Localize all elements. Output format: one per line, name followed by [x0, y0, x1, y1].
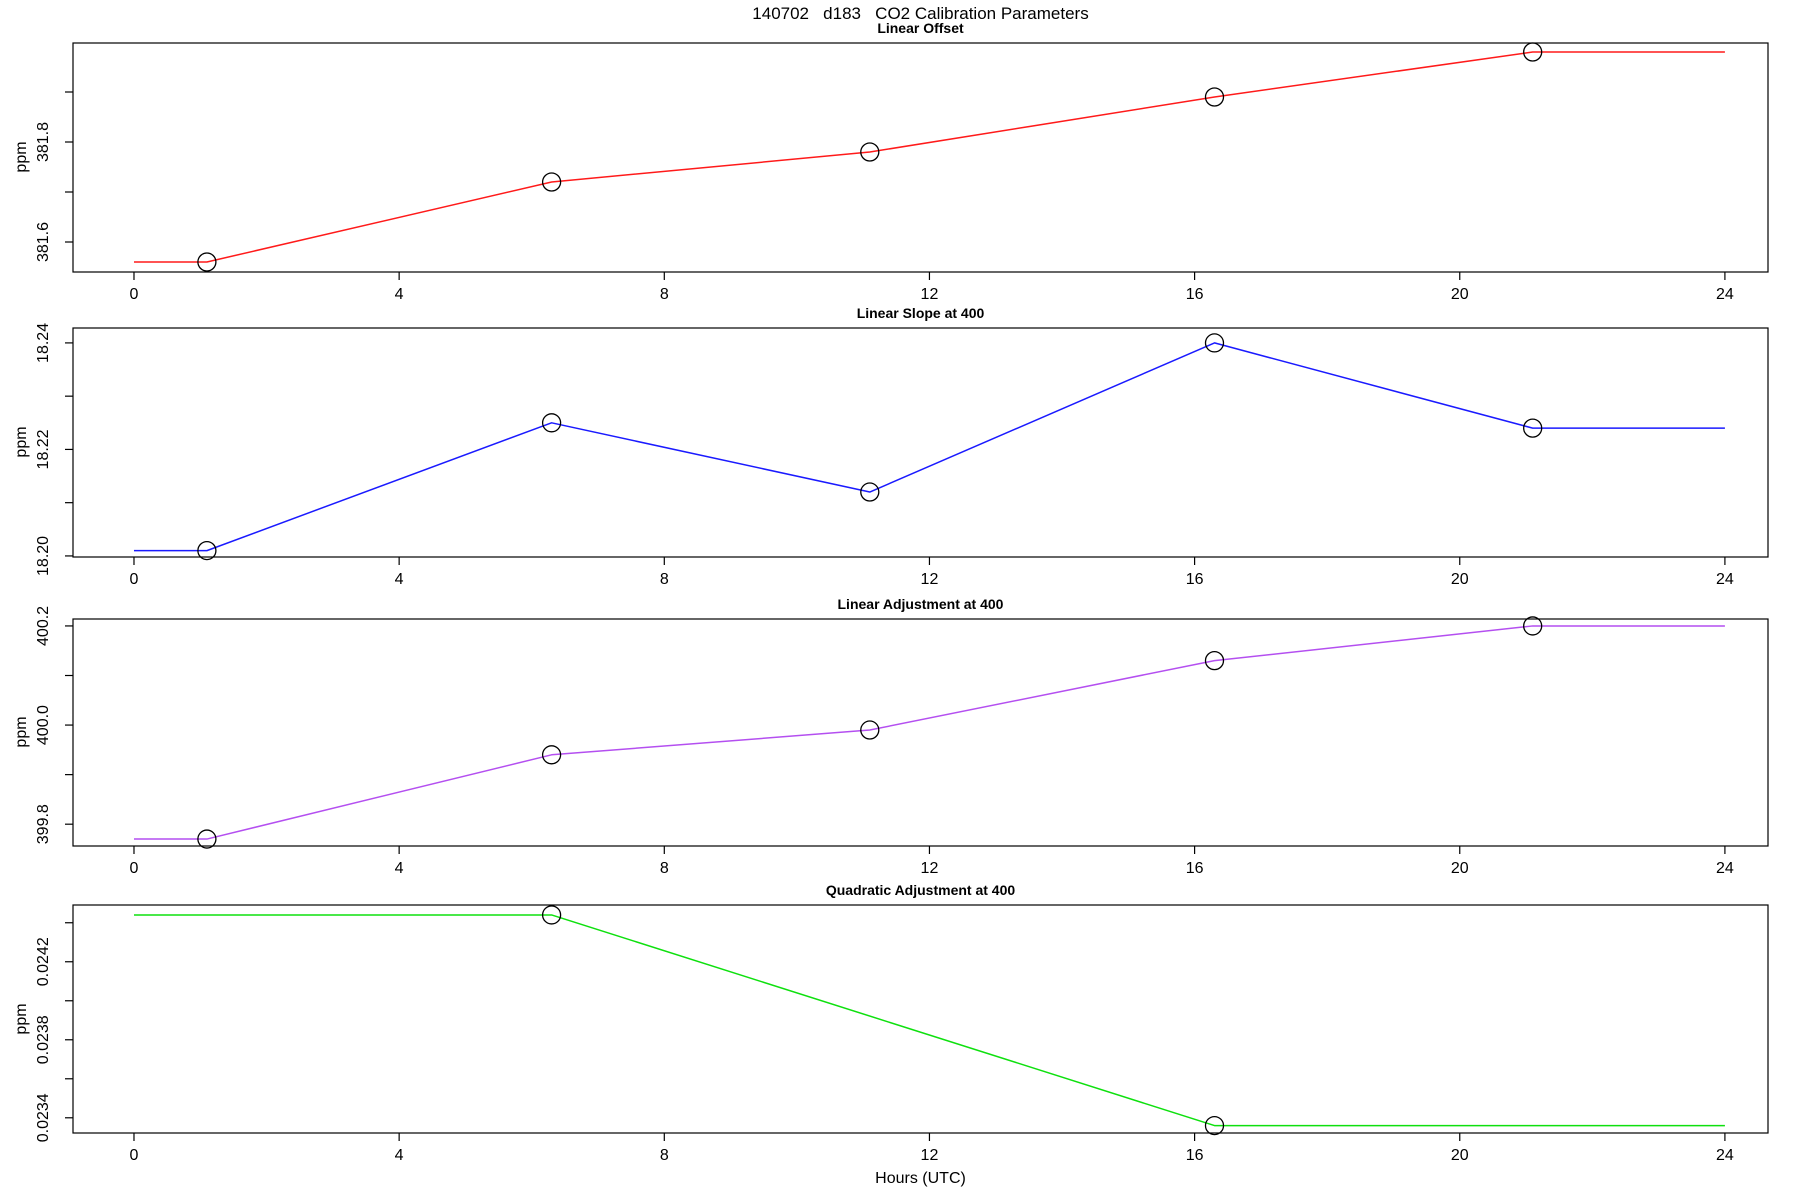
- series-line-panel-4: [133, 914, 1725, 1127]
- x-tick-label: 16: [1186, 1147, 1204, 1164]
- x-tick-label: 20: [1451, 860, 1469, 877]
- y-tick-label: 18.20: [35, 536, 52, 576]
- y-tick-label: 400.0: [35, 705, 52, 745]
- x-tick-label: 0: [130, 286, 139, 303]
- data-point: [1204, 650, 1225, 671]
- y-tick-label: 0.0234: [35, 1093, 52, 1142]
- data-point: [1523, 418, 1543, 438]
- x-tick-label: 8: [660, 860, 669, 877]
- plot-box-panel-1: [72, 42, 1769, 273]
- panel-title-linear-offset: Linear Offset: [877, 20, 964, 36]
- x-tick-label: 20: [1451, 286, 1469, 303]
- x-tick-label: 4: [395, 286, 404, 303]
- data-point: [1204, 1115, 1225, 1136]
- x-tick-label: 20: [1451, 1147, 1469, 1164]
- y-tick-label: 0.0242: [35, 937, 52, 986]
- x-tick-label: 0: [130, 1147, 139, 1164]
- data-point: [197, 540, 217, 561]
- x-tick-label: 12: [921, 860, 939, 877]
- series-line-panel-2: [133, 342, 1725, 552]
- x-tick-label: 16: [1186, 571, 1204, 588]
- plot-box-panel-4: [72, 904, 1769, 1134]
- data-point: [860, 142, 880, 162]
- x-tick-label: 12: [921, 286, 939, 303]
- data-point: [541, 413, 562, 433]
- data-point: [1523, 42, 1543, 62]
- x-tick-label: 4: [395, 1147, 404, 1164]
- y-tick-label: 381.6: [35, 222, 52, 262]
- data-point: [541, 905, 562, 925]
- x-tick-label: 0: [130, 860, 139, 877]
- data-point: [1204, 333, 1225, 353]
- x-tick-label: 12: [921, 571, 939, 588]
- x-tick-label: 24: [1716, 1147, 1734, 1164]
- x-tick-label: 16: [1186, 860, 1204, 877]
- data-point: [860, 720, 880, 740]
- x-tick-label: 20: [1451, 571, 1469, 588]
- x-tick-label: 4: [395, 860, 404, 877]
- x-axis-label: Hours (UTC): [875, 1170, 966, 1187]
- x-tick-label: 24: [1716, 860, 1734, 877]
- x-tick-label: 8: [660, 286, 669, 303]
- figure-title: 140702 d183 CO2 Calibration Parameters: [752, 4, 1089, 23]
- x-tick-label: 4: [395, 571, 404, 588]
- series-line-panel-1: [133, 51, 1725, 263]
- x-tick-label: 24: [1716, 286, 1734, 303]
- data-point: [860, 482, 880, 502]
- x-tick-label: 0: [130, 571, 139, 588]
- panel-title-linear-slope: Linear Slope at 400: [856, 305, 985, 321]
- data-point: [1523, 616, 1543, 636]
- data-point: [1204, 87, 1225, 107]
- data-point: [541, 172, 562, 192]
- data-point: [541, 745, 562, 765]
- y-tick-label: 400.2: [35, 606, 52, 646]
- data-point: [197, 829, 217, 849]
- y-tick-label: 381.8: [35, 122, 52, 162]
- x-tick-label: 12: [921, 1147, 939, 1164]
- y-tick-label: 399.8: [35, 804, 52, 844]
- plot-box-panel-3: [72, 618, 1769, 847]
- plot-box-panel-2: [72, 327, 1769, 558]
- y-tick-label: 0.0238: [35, 1015, 52, 1064]
- x-tick-label: 24: [1716, 571, 1734, 588]
- x-tick-label: 8: [660, 571, 669, 588]
- panel-title-linear-adjustment: Linear Adjustment at 400: [837, 596, 1004, 612]
- x-tick-label: 16: [1186, 286, 1204, 303]
- y-tick-label: 18.22: [35, 429, 52, 469]
- data-point: [197, 252, 217, 272]
- y-tick-label: 18.24: [35, 323, 52, 363]
- x-tick-label: 8: [660, 1147, 669, 1164]
- series-line-panel-3: [133, 625, 1725, 840]
- panel-title-quadratic-adjustment: Quadratic Adjustment at 400: [825, 882, 1016, 898]
